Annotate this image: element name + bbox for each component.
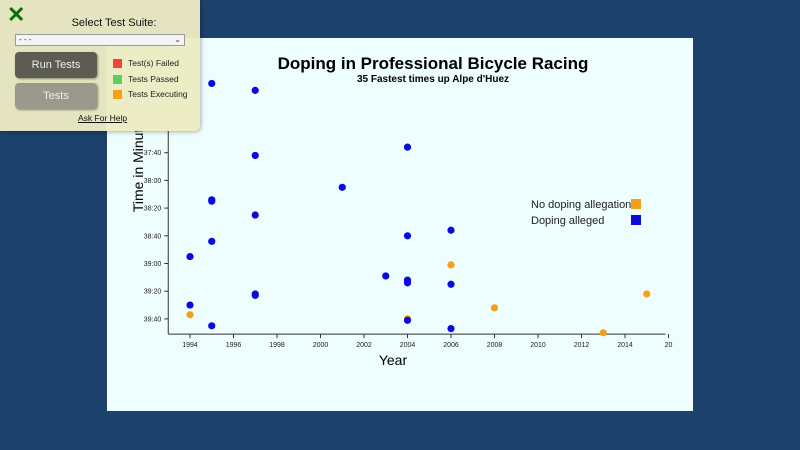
failed-swatch xyxy=(113,58,122,68)
legend-executing: Tests Executing xyxy=(113,89,188,99)
data-point[interactable] xyxy=(208,197,216,205)
y-tick-label: 38:00 xyxy=(144,178,162,185)
x-tick-label: 2006 xyxy=(443,342,459,349)
data-point[interactable] xyxy=(643,290,651,298)
data-point[interactable] xyxy=(251,291,259,299)
y-tick-label: 39:00 xyxy=(144,261,162,268)
data-point[interactable] xyxy=(403,143,412,151)
data-point[interactable] xyxy=(490,304,499,312)
data-point[interactable] xyxy=(186,301,194,309)
data-point[interactable] xyxy=(447,324,455,333)
x-tick-label: 20 xyxy=(665,342,673,349)
legend-label: No doping allegations xyxy=(531,199,637,211)
data-point[interactable] xyxy=(447,226,455,234)
legend-swatch xyxy=(631,199,641,209)
data-point[interactable] xyxy=(251,211,259,219)
test-suite-panel: ✕ Select Test Suite: - - - ⌄ Run Tests Te… xyxy=(0,0,200,131)
ask-for-help-link[interactable]: Ask For Help xyxy=(78,113,128,123)
x-tick-label: 2004 xyxy=(400,342,416,349)
data-point[interactable] xyxy=(403,279,412,287)
data-point[interactable] xyxy=(447,261,455,269)
data-point[interactable] xyxy=(338,183,346,191)
close-icon[interactable]: ✕ xyxy=(7,2,26,27)
data-point[interactable] xyxy=(599,329,607,337)
test-suite-select[interactable]: - - - ⌄ xyxy=(15,34,185,46)
data-point[interactable] xyxy=(403,232,412,240)
x-tick-label: 2012 xyxy=(574,342,590,349)
y-axis-label: Time in Minutes xyxy=(130,114,146,212)
run-tests-button[interactable]: Run Tests xyxy=(15,52,97,78)
passed-swatch xyxy=(113,74,122,84)
x-tick-label: 1998 xyxy=(269,342,285,349)
data-point[interactable] xyxy=(251,151,259,160)
executing-swatch xyxy=(113,89,122,99)
tests-button[interactable]: Tests xyxy=(15,83,97,109)
legend-passed: Tests Passed xyxy=(113,74,179,84)
data-point[interactable] xyxy=(208,237,216,245)
chart-title: Doping in Professional Bicycle Racing xyxy=(278,54,589,73)
data-point[interactable] xyxy=(208,322,216,330)
legend-label: Test(s) Failed xyxy=(128,58,180,68)
data-point[interactable] xyxy=(186,252,194,261)
legend-label: Doping alleged xyxy=(531,215,604,227)
data-point[interactable] xyxy=(186,311,194,319)
data-point[interactable] xyxy=(447,280,455,288)
x-tick-label: 2014 xyxy=(617,342,633,349)
y-tick-label: 39:40 xyxy=(144,316,162,323)
y-tick-label: 39:20 xyxy=(144,289,162,296)
x-tick-label: 1996 xyxy=(226,342,242,349)
chart-subtitle: 35 Fastest times up Alpe d'Huez xyxy=(357,74,509,85)
select-value: - - - xyxy=(19,35,32,44)
x-tick-label: 2010 xyxy=(530,342,546,349)
x-tick-label: 1994 xyxy=(182,342,198,349)
x-tick-label: 2008 xyxy=(487,342,503,349)
x-tick-label: 2002 xyxy=(356,342,372,349)
x-axis-label: Year xyxy=(379,352,408,368)
legend-label: Tests Passed xyxy=(128,74,179,84)
data-point[interactable] xyxy=(403,316,412,324)
y-tick-label: 37:40 xyxy=(144,150,162,157)
legend-failed: Test(s) Failed xyxy=(113,58,179,68)
y-tick-label: 38:20 xyxy=(144,206,162,213)
data-point[interactable] xyxy=(382,272,390,280)
y-tick-label: 38:40 xyxy=(144,233,162,240)
legend-swatch xyxy=(631,215,641,225)
select-suite-label: Select Test Suite: xyxy=(71,17,157,29)
data-point[interactable] xyxy=(208,79,216,88)
chevron-down-icon: ⌄ xyxy=(174,35,181,44)
legend-label: Tests Executing xyxy=(128,89,188,99)
data-point[interactable] xyxy=(251,86,259,94)
x-tick-label: 2000 xyxy=(313,342,329,349)
